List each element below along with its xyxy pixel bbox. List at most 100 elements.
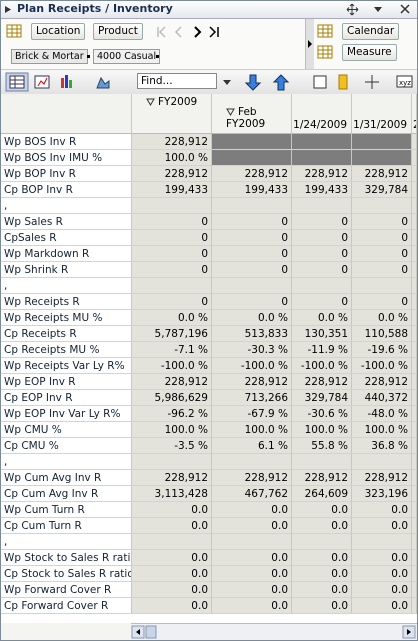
value-cell[interactable]: 0.0: [352, 502, 412, 518]
filter-tag[interactable]: Brick & Mortar: [11, 49, 88, 64]
value-cell[interactable]: 228,912: [352, 470, 412, 486]
row-label[interactable]: ,: [1, 278, 132, 294]
value-cell[interactable]: 0: [292, 294, 352, 310]
value-cell[interactable]: [292, 278, 352, 294]
value-cell[interactable]: 228,912: [132, 134, 212, 150]
value-cell[interactable]: 0: [132, 230, 212, 246]
column-header[interactable]: 1/31/2009: [352, 94, 412, 134]
value-cell[interactable]: [292, 454, 352, 470]
row-label[interactable]: Cp CMU %: [1, 438, 132, 454]
column-header[interactable]: FY2009: [132, 94, 212, 134]
value-cell[interactable]: 0: [212, 246, 292, 262]
value-cell[interactable]: 0: [292, 246, 352, 262]
grid-icon[interactable]: [317, 45, 333, 59]
row-label[interactable]: Wp Receipts Var Ly R%: [1, 358, 132, 374]
value-cell[interactable]: 0.0: [292, 518, 352, 534]
value-cell[interactable]: 100.0 %: [212, 422, 292, 438]
row-label[interactable]: Cp EOP Inv R: [1, 390, 132, 406]
value-cell[interactable]: 0.0: [212, 566, 292, 582]
value-cell[interactable]: [292, 198, 352, 214]
value-cell[interactable]: [132, 454, 212, 470]
value-cell[interactable]: 0: [212, 294, 292, 310]
filter-tag[interactable]: 4000 Casual: [93, 49, 161, 64]
row-label[interactable]: Wp Sales R: [1, 214, 132, 230]
value-cell[interactable]: 0.0: [212, 550, 292, 566]
value-cell[interactable]: 228,912: [132, 374, 212, 390]
row-label[interactable]: Wp Shrink R: [1, 262, 132, 278]
value-cell[interactable]: 0.0: [212, 598, 292, 614]
value-cell[interactable]: -11.9 %: [292, 342, 352, 358]
row-label[interactable]: Wp BOP Inv R: [1, 166, 132, 182]
value-cell[interactable]: 228,912: [292, 166, 352, 182]
value-cell[interactable]: 0.0: [352, 566, 412, 582]
value-cell[interactable]: 0.0: [292, 550, 352, 566]
row-label[interactable]: ,: [1, 454, 132, 470]
value-cell[interactable]: -100.0 %: [212, 358, 292, 374]
value-cell[interactable]: 0.0 %: [212, 310, 292, 326]
measure-button[interactable]: Measure: [342, 44, 397, 61]
value-cell[interactable]: -3.5 %: [132, 438, 212, 454]
value-cell[interactable]: 228,912: [352, 166, 412, 182]
row-label[interactable]: CpSales R: [1, 230, 132, 246]
value-cell[interactable]: 3,113,428: [132, 486, 212, 502]
row-label[interactable]: Cp Receipts R: [1, 326, 132, 342]
value-cell[interactable]: 228,912: [292, 470, 352, 486]
row-label[interactable]: Wp BOS Inv IMU %: [1, 150, 132, 166]
value-cell[interactable]: 5,986,629: [132, 390, 212, 406]
value-cell[interactable]: 228,912: [212, 470, 292, 486]
value-cell[interactable]: 0.0: [132, 598, 212, 614]
value-cell[interactable]: 0: [132, 294, 212, 310]
value-cell[interactable]: 0.0 %: [352, 310, 412, 326]
value-cell[interactable]: 0: [212, 262, 292, 278]
value-cell[interactable]: -30.6 %: [292, 406, 352, 422]
row-label[interactable]: Wp Markdown R: [1, 246, 132, 262]
value-cell[interactable]: 199,433: [132, 182, 212, 198]
row-label[interactable]: Wp CMU %: [1, 422, 132, 438]
value-cell[interactable]: 100.0 %: [132, 422, 212, 438]
value-cell[interactable]: 713,266: [212, 390, 292, 406]
value-cell[interactable]: -96.2 %: [132, 406, 212, 422]
value-cell[interactable]: 199,433: [212, 182, 292, 198]
value-cell[interactable]: [212, 278, 292, 294]
value-cell[interactable]: 0: [212, 214, 292, 230]
value-cell[interactable]: -30.3 %: [212, 342, 292, 358]
value-cell[interactable]: 0.0: [292, 502, 352, 518]
row-label[interactable]: Cp Cum Turn R: [1, 518, 132, 534]
row-label[interactable]: Cp Stock to Sales R ratio: [1, 566, 132, 582]
value-cell[interactable]: 6.1 %: [212, 438, 292, 454]
value-cell[interactable]: 110,588: [352, 326, 412, 342]
value-cell[interactable]: 0: [132, 262, 212, 278]
value-cell[interactable]: 228,912: [352, 374, 412, 390]
horizontal-scrollbar[interactable]: [131, 623, 417, 640]
row-label[interactable]: Wp Receipts R: [1, 294, 132, 310]
value-cell[interactable]: 0: [292, 214, 352, 230]
value-cell[interactable]: [352, 278, 412, 294]
value-cell[interactable]: 0.0 %: [132, 310, 212, 326]
grid-icon[interactable]: [317, 24, 333, 38]
row-label[interactable]: Cp BOP Inv R: [1, 182, 132, 198]
value-cell[interactable]: 228,912: [132, 166, 212, 182]
value-cell[interactable]: [292, 534, 352, 550]
value-cell[interactable]: [212, 198, 292, 214]
value-cell[interactable]: 0.0: [132, 550, 212, 566]
value-cell[interactable]: 0.0: [352, 598, 412, 614]
value-cell[interactable]: 0.0: [292, 582, 352, 598]
value-cell[interactable]: -19.6 %: [352, 342, 412, 358]
grid-icon[interactable]: [6, 24, 22, 38]
view-icons[interactable]: [5, 72, 135, 92]
value-cell[interactable]: -67.9 %: [212, 406, 292, 422]
column-header[interactable]: Feb FY2009: [212, 94, 292, 134]
value-cell[interactable]: 440,372: [352, 390, 412, 406]
value-cell[interactable]: 0.0: [212, 502, 292, 518]
value-cell[interactable]: 0: [132, 246, 212, 262]
value-cell[interactable]: 513,833: [212, 326, 292, 342]
value-cell[interactable]: -7.1 %: [132, 342, 212, 358]
value-cell[interactable]: 0: [132, 214, 212, 230]
value-cell[interactable]: [132, 278, 212, 294]
value-cell[interactable]: 467,762: [212, 486, 292, 502]
row-label[interactable]: Wp Forward Cover R: [1, 582, 132, 598]
row-label[interactable]: Wp Cum Turn R: [1, 502, 132, 518]
value-cell[interactable]: -100.0 %: [132, 358, 212, 374]
value-cell[interactable]: 0: [352, 230, 412, 246]
value-cell[interactable]: 55.8 %: [292, 438, 352, 454]
